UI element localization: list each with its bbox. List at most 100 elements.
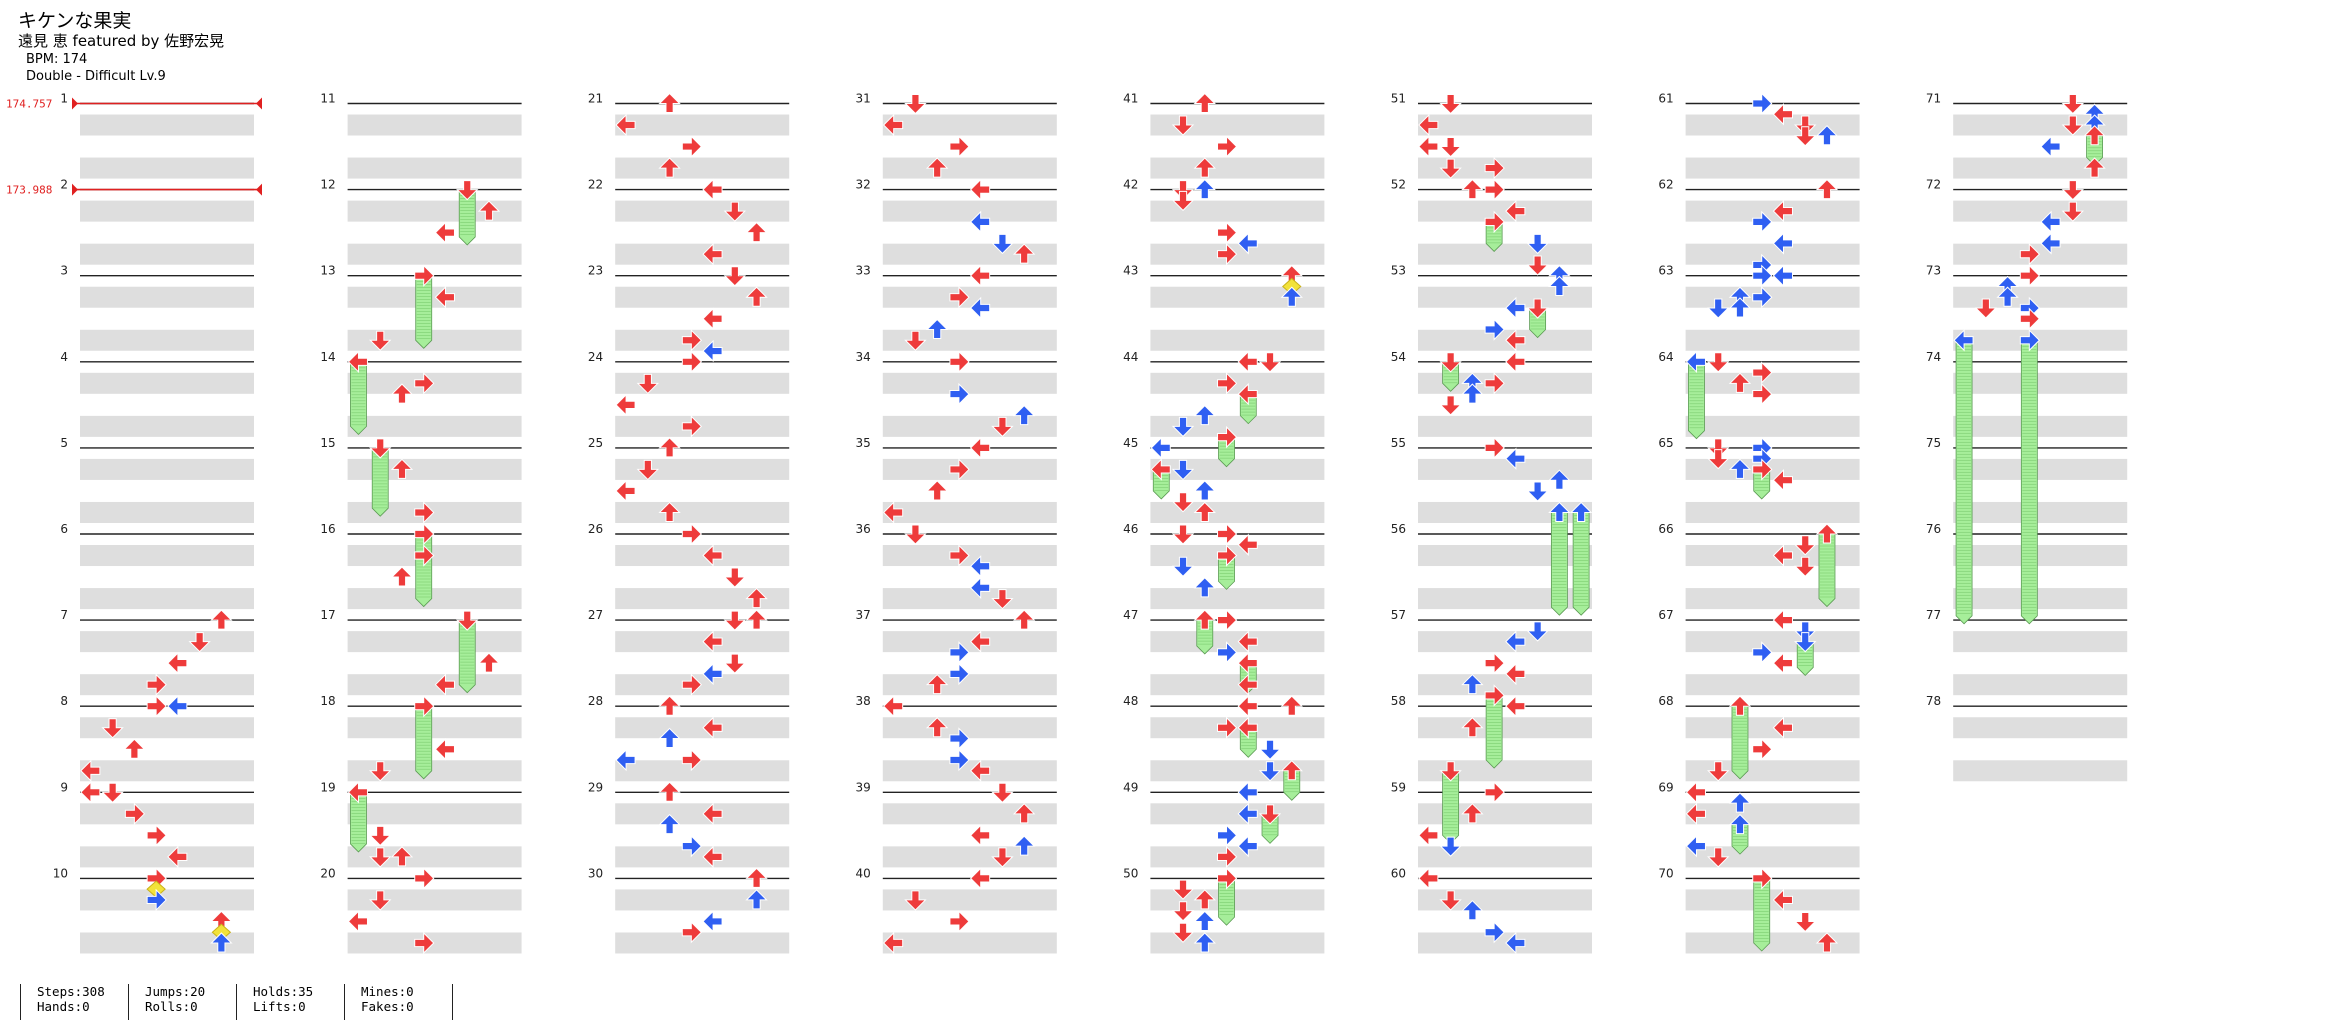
beat-band — [1418, 631, 1592, 653]
arrow-left-icon — [434, 286, 455, 309]
measure-number: 26 — [588, 522, 603, 536]
measure-number: 34 — [856, 350, 871, 364]
beat-band — [882, 760, 1057, 782]
hold-note — [1688, 361, 1705, 440]
arrow-right-icon — [146, 888, 167, 912]
beat-band — [1418, 329, 1592, 351]
arrow-up-icon — [658, 813, 681, 835]
beat-band — [1685, 631, 1860, 653]
arrow-up-icon — [390, 458, 414, 479]
beat-band — [1685, 372, 1860, 394]
arrow-up-icon — [1815, 523, 1839, 544]
beat-band — [1150, 415, 1325, 437]
arrow-right-icon — [1217, 867, 1238, 890]
beat-band — [1685, 329, 1860, 351]
beat-band — [347, 501, 522, 523]
measure-number: 52 — [1391, 178, 1406, 192]
beat-band — [1150, 114, 1325, 136]
beat-band — [615, 545, 790, 567]
arrow-left-icon — [80, 781, 101, 804]
measure-number: 64 — [1658, 350, 1673, 364]
step-chart: 1234567891011121314151617181920212223242… — [6, 92, 2128, 955]
arrow-left-icon — [969, 264, 991, 287]
arrow-right-icon — [146, 824, 167, 847]
beat-band — [1418, 717, 1592, 739]
arrow-up-icon — [658, 157, 681, 178]
arrow-left-icon — [969, 296, 991, 320]
arrow-left-icon — [167, 845, 188, 869]
hold-note — [1753, 878, 1771, 952]
measure-number: 12 — [320, 178, 335, 192]
arrow-down-icon — [1439, 137, 1462, 158]
beat-band — [1953, 286, 2128, 308]
hold-note — [2020, 339, 2038, 625]
beat-band — [882, 631, 1057, 653]
beat-band — [1685, 803, 1860, 825]
beat-band — [347, 631, 522, 653]
beat-band — [882, 286, 1057, 308]
arrow-right-icon — [1752, 210, 1773, 234]
beat-band — [1418, 545, 1592, 567]
arrow-right-icon — [1484, 436, 1505, 460]
beat-band — [1150, 243, 1325, 265]
arrow-right-icon — [414, 544, 435, 567]
beat-band — [1150, 717, 1325, 739]
beat-band — [1418, 243, 1592, 265]
arrow-up-icon — [1012, 404, 1036, 426]
beat-band — [347, 803, 522, 825]
arrow-right-icon — [949, 135, 970, 158]
arrow-right-icon — [949, 910, 970, 933]
beat-band — [615, 114, 790, 136]
arrow-up-icon — [1461, 673, 1484, 695]
arrow-up-icon — [1012, 803, 1036, 824]
arrow-left-icon — [1505, 350, 1526, 374]
beat-band — [615, 717, 790, 739]
arrow-down-icon — [1526, 298, 1549, 319]
beat-band — [347, 545, 522, 567]
measure-number: 8 — [60, 694, 68, 708]
beat-band — [1150, 760, 1325, 782]
arrow-down-icon — [1794, 911, 1817, 933]
arrow-down-icon — [991, 416, 1014, 438]
arrow-down-icon — [723, 610, 747, 631]
beat-band — [347, 932, 522, 954]
beat-band — [1685, 932, 1860, 954]
beat-band — [347, 458, 522, 480]
arrow-right-icon — [2019, 264, 2041, 287]
beat-band — [1953, 760, 2128, 782]
beat-band — [1953, 631, 2128, 653]
beat-band — [1418, 588, 1592, 610]
measure-number: 14 — [320, 350, 335, 364]
hold-note — [1753, 469, 1771, 500]
arrow-up-icon — [1193, 480, 1216, 501]
arrow-down-icon — [991, 847, 1014, 868]
arrow-right-icon — [414, 522, 435, 546]
arrow-down-icon — [991, 233, 1014, 255]
measure-number: 53 — [1391, 264, 1406, 278]
arrow-down-icon — [369, 890, 392, 911]
beat-band — [1685, 846, 1860, 868]
beat-band — [347, 200, 522, 222]
measure-number: 2 — [60, 178, 68, 192]
hold-note — [350, 361, 367, 435]
hold-note — [1572, 512, 1590, 616]
arrow-up-icon — [1461, 899, 1484, 921]
arrow-down-icon — [1171, 416, 1195, 438]
measure-number: 48 — [1123, 694, 1138, 708]
arrow-up-icon — [1280, 286, 1303, 307]
beat-band — [1418, 674, 1592, 696]
beat-band — [1418, 372, 1592, 394]
arrow-up-icon — [1193, 404, 1216, 426]
beat-band — [1150, 372, 1325, 394]
arrow-up-icon — [1569, 501, 1593, 522]
arrow-left-icon — [1237, 694, 1258, 718]
arrow-right-icon — [1217, 135, 1238, 158]
stat-block: Steps:308 Hands:0 — [20, 984, 129, 1020]
beat-band — [347, 717, 522, 739]
arrow-down-icon — [1258, 352, 1282, 373]
measure-number: 76 — [1926, 522, 1941, 536]
chart-column: 51 52 53 54 55 56 57 58 59 60 — [1391, 92, 1592, 954]
arrow-up-icon — [925, 480, 949, 501]
measure-number: 78 — [1926, 694, 1941, 708]
arrow-left-icon — [1505, 694, 1526, 718]
